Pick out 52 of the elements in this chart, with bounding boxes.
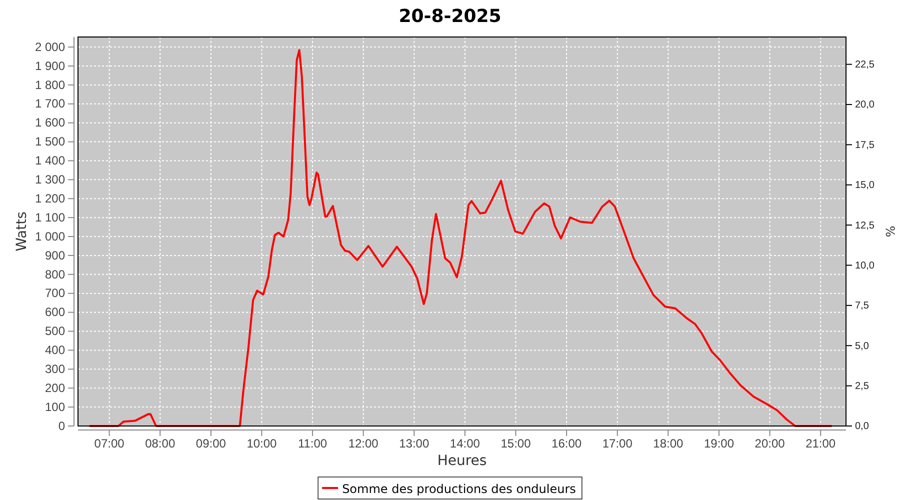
y-tick-label: 1 500 <box>34 134 66 149</box>
y2-tick-label: 17,5 <box>855 140 875 151</box>
y-tick-label: 500 <box>44 324 66 338</box>
y-tick-label: 600 <box>44 305 66 320</box>
y-tick-label: 1 700 <box>34 96 66 111</box>
x-tick-label: 21:00 <box>806 436 836 451</box>
x-tick-label: 12:00 <box>348 436 379 451</box>
y2-tick-label: 0,0 <box>855 421 870 432</box>
y-tick-label: 1 000 <box>34 229 66 244</box>
x-tick-label: 17:00 <box>602 436 633 451</box>
y-tick-label: 200 <box>44 380 66 395</box>
y2-tick-label: 20,0 <box>855 100 875 111</box>
x-tick-label: 10:00 <box>246 436 278 451</box>
x-tick-label: 16:00 <box>552 436 582 451</box>
legend-label: Somme des productions des onduleurs <box>342 482 576 496</box>
x-tick-label: 11:00 <box>298 436 328 451</box>
y-tick-label: 0 <box>58 418 66 433</box>
y-tick-label: 1 600 <box>34 116 66 130</box>
y2-axis-title: % <box>883 226 897 238</box>
x-tick-label: 19:00 <box>704 436 734 451</box>
y2-tick-label: 15,0 <box>855 180 875 192</box>
y-tick-label: 300 <box>44 362 66 376</box>
y-tick-label: 400 <box>44 343 66 358</box>
line-series <box>88 49 833 427</box>
y-tick-label: 1 200 <box>34 191 66 206</box>
x-tick-label: 07:00 <box>94 436 125 451</box>
y2-tick-label: 2,5 <box>855 381 870 392</box>
y-tick-label: 1 900 <box>34 58 66 73</box>
x-tick-label: 09:00 <box>196 436 226 451</box>
y-tick-label: 1 800 <box>34 78 66 92</box>
x-tick-label: 08:00 <box>145 436 176 451</box>
x-tick-label: 20:00 <box>754 436 786 451</box>
y2-tick-label: 22,5 <box>855 60 875 71</box>
y2-tick-label: 12,5 <box>855 220 875 232</box>
y2-tick-label: 5,0 <box>855 340 870 352</box>
chart-title: 20-8-2025 <box>398 6 502 27</box>
x-axis-title: Heures <box>437 453 487 469</box>
x-tick-label: 13:00 <box>399 436 430 451</box>
x-tick-label: 14:00 <box>450 436 480 451</box>
y-tick-label: 700 <box>44 286 66 300</box>
y-tick-label: 100 <box>44 400 66 414</box>
y2-tick-label: 10,0 <box>855 260 875 272</box>
y-tick-label: 900 <box>44 248 66 262</box>
y-tick-label: 1 100 <box>34 210 66 224</box>
y-tick-label: 1 300 <box>34 172 66 187</box>
y-axis-title: Watts <box>14 212 30 252</box>
y-tick-label: 800 <box>44 267 66 282</box>
y2-tick-label: 7,5 <box>855 300 870 312</box>
x-tick-label: 15:00 <box>500 436 532 451</box>
x-tick-label: 18:00 <box>653 436 684 451</box>
y-tick-label: 2 000 <box>34 40 66 54</box>
y-tick-label: 1 400 <box>34 154 66 168</box>
